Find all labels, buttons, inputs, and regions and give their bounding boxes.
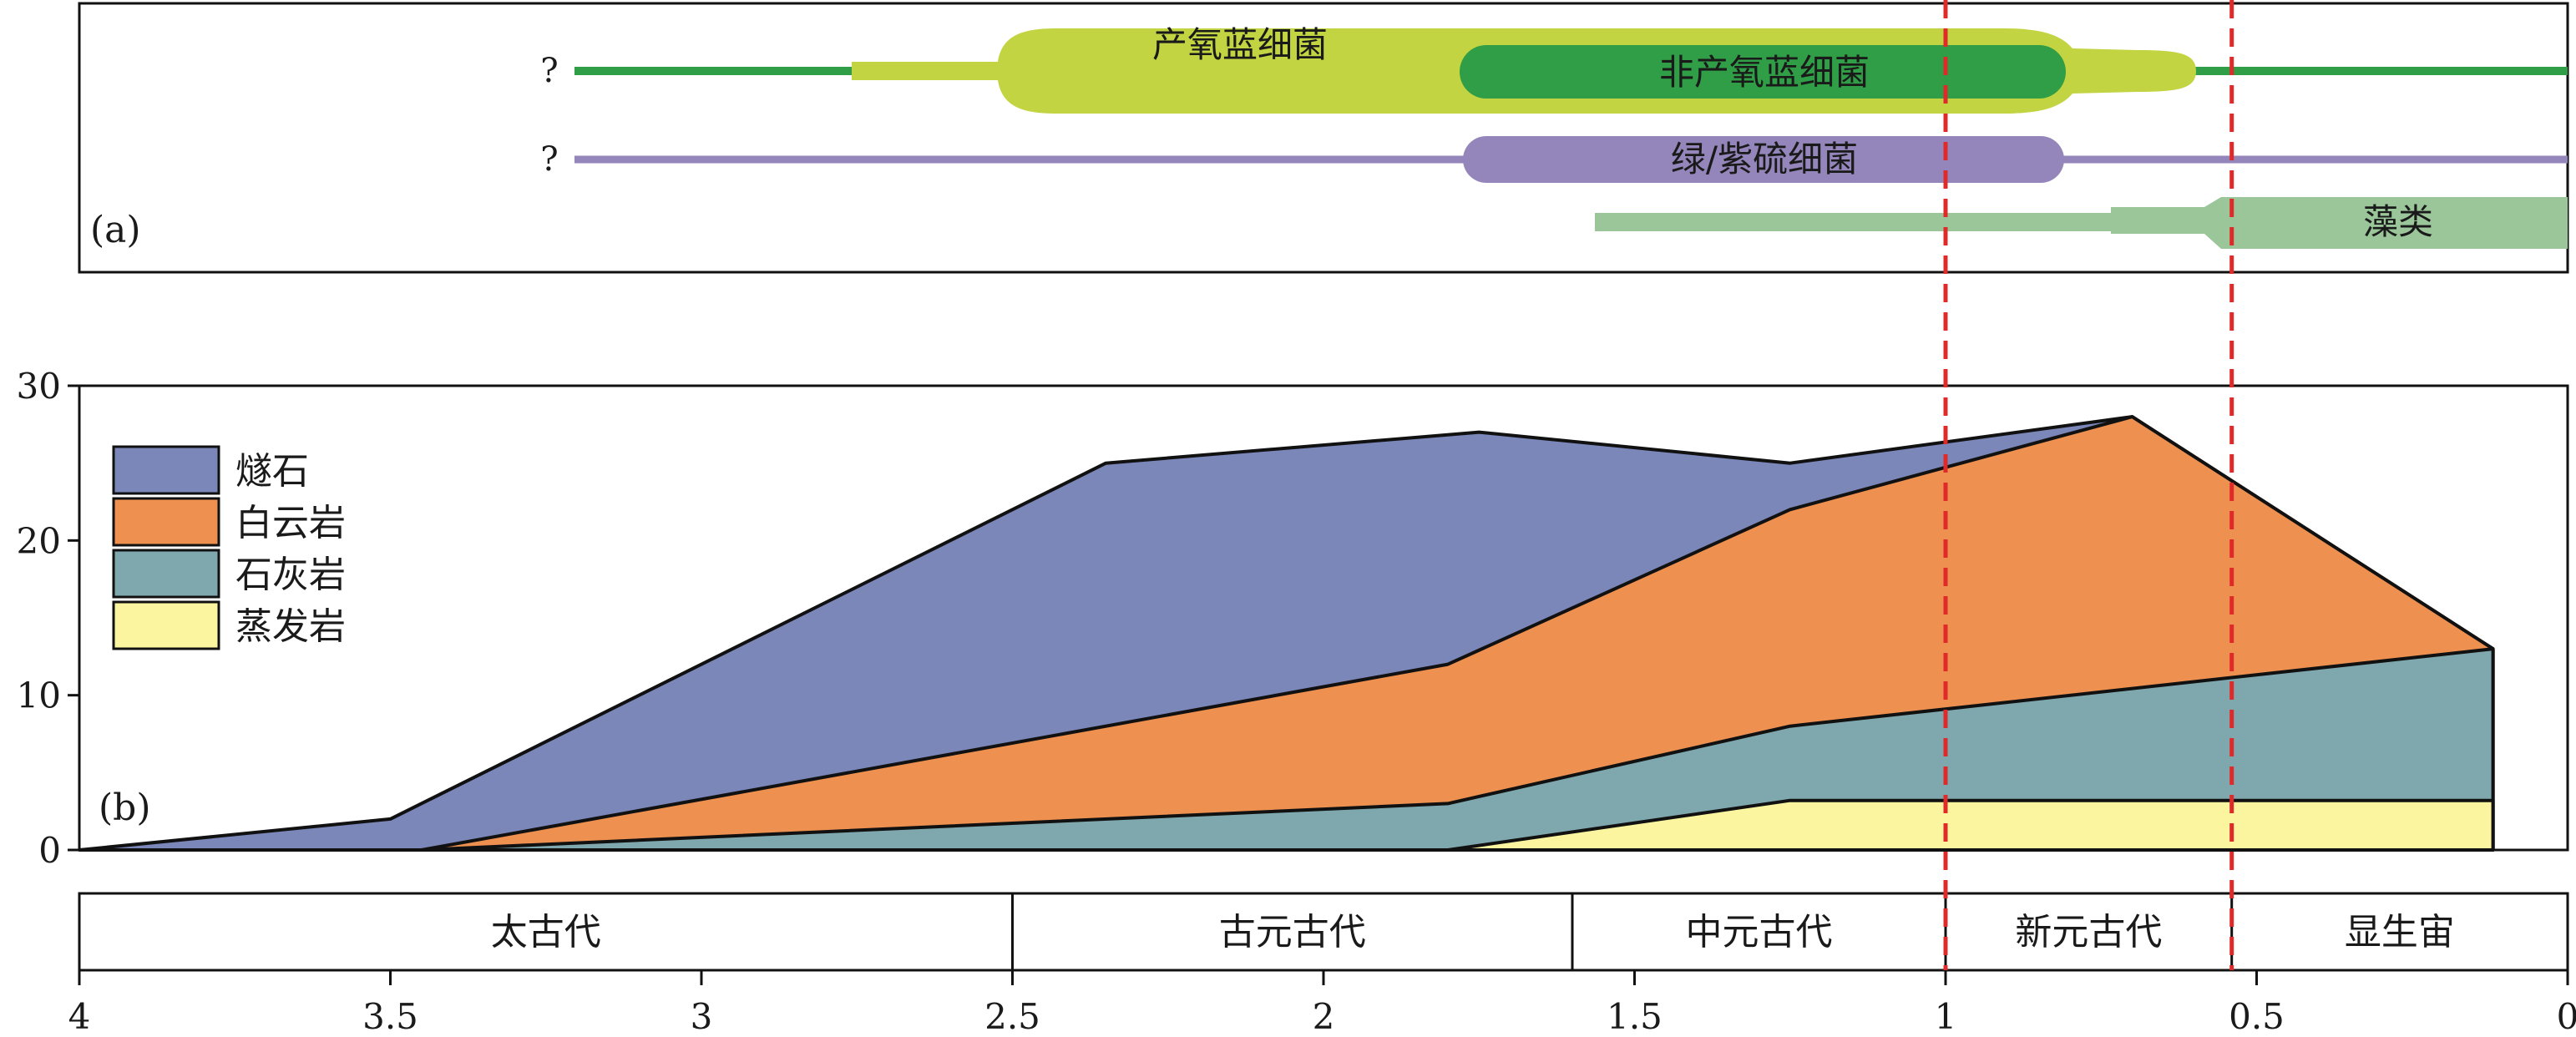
- y-tick-label: 20: [17, 520, 61, 561]
- reference-lines: [1943, 0, 2234, 970]
- era-label: 新元古代: [2015, 911, 2162, 954]
- x-tick-label: 2.5: [984, 996, 1040, 1037]
- x-tick-label: 3: [691, 996, 713, 1037]
- sulfur-bacteria-label: 绿/紫硫细菌: [1671, 139, 1858, 180]
- algae-label: 藻类: [2363, 201, 2433, 242]
- y-tick-label: 0: [38, 830, 61, 871]
- y-tick-label: 30: [17, 366, 61, 407]
- x-tick-label: 3.5: [362, 996, 418, 1037]
- y-tick-label: 10: [17, 675, 61, 716]
- x-tick-label: 0: [2557, 996, 2576, 1037]
- x-tick-label: 1.5: [1607, 996, 1663, 1037]
- legend-label: 白云岩: [235, 502, 346, 544]
- era-label: 中元古代: [1686, 911, 1833, 954]
- x-axis: 4 3.5 3 2.5 2 1.5 1 0.5 0: [68, 969, 2576, 1037]
- x-tick-label: 1: [1935, 996, 1957, 1037]
- non-oxygenic-cyanobacteria-label: 非产氧蓝细菌: [1659, 52, 1870, 93]
- legend-label: 蒸发岩: [235, 605, 346, 648]
- legend-label: 石灰岩: [235, 554, 346, 596]
- panel-b-frame: [78, 384, 2569, 852]
- sulfur-bacteria-range: [1463, 136, 2064, 183]
- legend-label: 燧石: [235, 450, 309, 493]
- panel-a-label: (a): [90, 209, 141, 251]
- legend-swatch: [112, 549, 220, 599]
- x-tick-label: 0.5: [2229, 996, 2285, 1037]
- oxygenic-cyanobacteria-label: 产氧蓝细菌: [1152, 24, 1328, 65]
- question-mark-1: ?: [540, 52, 558, 90]
- era-bar: 太古代 古元古代 中元古代 新元古代 显生宙: [78, 892, 2569, 972]
- x-tick-label: 2: [1313, 996, 1335, 1037]
- legend-swatch: [112, 600, 220, 650]
- algae-range: [1595, 197, 2568, 249]
- era-label: 古元古代: [1219, 911, 1366, 954]
- legend-swatch: [112, 497, 220, 547]
- era-bar-frame: [78, 892, 2569, 972]
- question-mark-2: ?: [540, 140, 558, 179]
- panel-a: 产氧蓝细菌 非产氧蓝细菌 绿/紫硫细菌 藻类 ? ? (a): [78, 2, 2569, 274]
- non-oxygenic-cyanobacteria-range: [1460, 45, 2066, 99]
- era-label: 太古代: [491, 911, 601, 954]
- x-tick-label: 4: [68, 996, 91, 1037]
- y-axis: 0 10 20 30: [17, 366, 79, 871]
- stacked-areas: [78, 415, 2495, 852]
- legend-swatch: [112, 445, 220, 495]
- panel-a-frame: [78, 2, 2569, 274]
- panel-b-label: (b): [99, 787, 151, 829]
- era-label: 显生宙: [2345, 911, 2455, 954]
